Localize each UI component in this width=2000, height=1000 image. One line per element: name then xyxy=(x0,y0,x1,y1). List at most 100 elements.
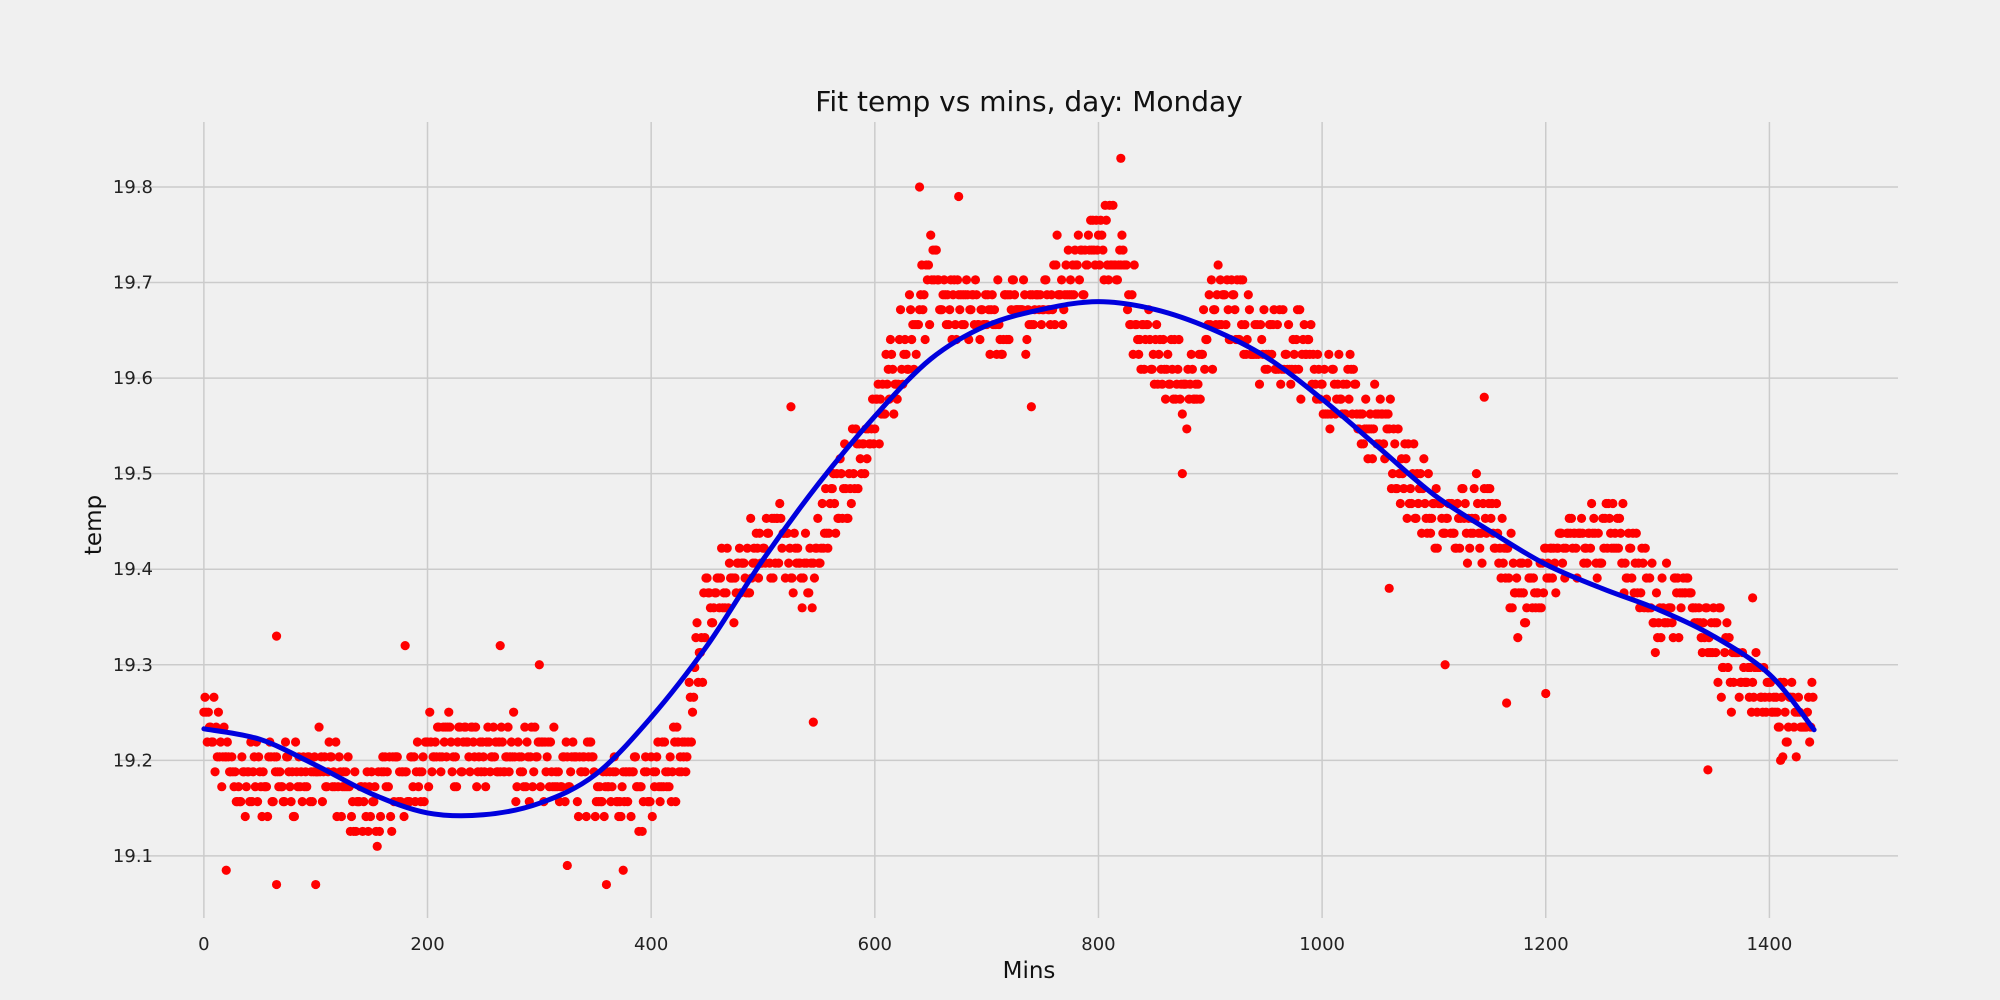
scatter-point xyxy=(853,483,863,494)
scatter-point xyxy=(1276,379,1286,389)
scatter-point xyxy=(952,275,963,285)
scatter-point xyxy=(1357,409,1367,419)
scatter-point xyxy=(1281,349,1291,359)
scatter-point xyxy=(623,797,633,807)
scatter-point xyxy=(275,767,285,777)
scatter-point xyxy=(1336,394,1346,404)
scatter-point xyxy=(1358,439,1369,449)
scatter-series xyxy=(199,153,1818,890)
scatter-point xyxy=(1518,588,1528,598)
scatter-point xyxy=(1152,319,1162,330)
scatter-point xyxy=(1348,364,1359,374)
scatter-point xyxy=(970,275,981,285)
scatter-point xyxy=(1808,692,1818,702)
scatter-point xyxy=(1618,498,1628,509)
scatter-point xyxy=(400,641,410,651)
scatter-point xyxy=(800,528,811,538)
scatter-point xyxy=(1118,245,1128,255)
scatter-point xyxy=(1004,334,1014,345)
scatter-point xyxy=(495,641,505,651)
scatter-point xyxy=(457,767,467,777)
scatter-point xyxy=(630,752,641,762)
scatter-point xyxy=(939,275,949,285)
scatter-point xyxy=(562,860,572,871)
scatter-point xyxy=(855,454,865,464)
scatter-point xyxy=(1370,379,1380,389)
scatter-point xyxy=(1283,319,1294,330)
scatter-point xyxy=(1787,677,1797,687)
scatter-point xyxy=(271,631,282,641)
scatter-point xyxy=(1291,334,1301,345)
scatter-point xyxy=(1344,394,1354,404)
scatter-point xyxy=(777,543,787,553)
scatter-point xyxy=(1791,752,1801,762)
scatter-point xyxy=(1449,528,1459,538)
scatter-point xyxy=(1117,230,1127,240)
scatter-point xyxy=(1458,483,1468,494)
scatter-point xyxy=(1491,498,1502,509)
x-tick-label: 1000 xyxy=(1299,934,1345,955)
scatter-point xyxy=(954,191,964,202)
scatter-point xyxy=(1566,513,1577,523)
scatter-point xyxy=(787,573,797,583)
scatter-point xyxy=(1157,379,1167,389)
scatter-point xyxy=(374,826,385,837)
scatter-point xyxy=(895,305,906,315)
scatter-point xyxy=(729,618,739,628)
scatter-point xyxy=(1780,707,1790,717)
scatter-point xyxy=(447,767,457,777)
scatter-point xyxy=(955,305,965,315)
scatter-point xyxy=(572,797,582,807)
scatter-point xyxy=(985,349,995,359)
scatter-point xyxy=(1413,498,1423,509)
scatter-point xyxy=(1528,573,1539,583)
scatter-point xyxy=(827,483,837,494)
scatter-point xyxy=(1626,543,1636,553)
scatter-point xyxy=(1375,394,1385,404)
scatter-point xyxy=(1425,528,1436,538)
x-axis-label: Mins xyxy=(1003,958,1056,984)
scatter-point xyxy=(1083,230,1093,240)
scatter-point xyxy=(1065,275,1076,285)
scatter-point xyxy=(372,841,382,851)
scatter-point xyxy=(1772,707,1782,717)
scatter-point xyxy=(768,573,778,583)
scatter-point xyxy=(1415,469,1426,479)
y-tick-label: 19.2 xyxy=(113,750,153,771)
scatter-point xyxy=(1523,558,1533,568)
scatter-point xyxy=(1683,573,1693,583)
scatter-point xyxy=(535,782,546,792)
scatter-point xyxy=(1547,573,1558,583)
scatter-point xyxy=(987,290,997,300)
scatter-point xyxy=(444,707,454,717)
scatter-point xyxy=(451,782,462,792)
scatter-point xyxy=(1367,454,1378,464)
scatter-point xyxy=(966,305,976,315)
scatter-point xyxy=(944,319,954,330)
scatter-point xyxy=(1782,737,1792,747)
scatter-point xyxy=(542,752,552,762)
scatter-point xyxy=(1676,603,1686,613)
scatter-point xyxy=(804,588,814,598)
scatter-point xyxy=(724,558,735,568)
scatter-point xyxy=(450,752,461,762)
scatter-point xyxy=(734,543,745,553)
scatter-point xyxy=(746,513,756,523)
scatter-point xyxy=(809,573,820,583)
scatter-point xyxy=(1018,275,1029,285)
scatter-point xyxy=(1657,573,1667,583)
scatter-point xyxy=(561,737,571,747)
scatter-point xyxy=(497,737,508,747)
scatter-point xyxy=(617,782,627,792)
scatter-point xyxy=(1387,469,1398,479)
scatter-point xyxy=(1405,483,1416,494)
scatter-point xyxy=(1604,513,1615,523)
scatter-point xyxy=(1774,722,1785,732)
scatter-point xyxy=(1174,334,1184,345)
scatter-point xyxy=(1536,603,1546,613)
scatter-point xyxy=(1455,543,1465,553)
scatter-point xyxy=(1506,528,1516,538)
scatter-point xyxy=(687,707,698,717)
scatter-point xyxy=(843,513,853,523)
